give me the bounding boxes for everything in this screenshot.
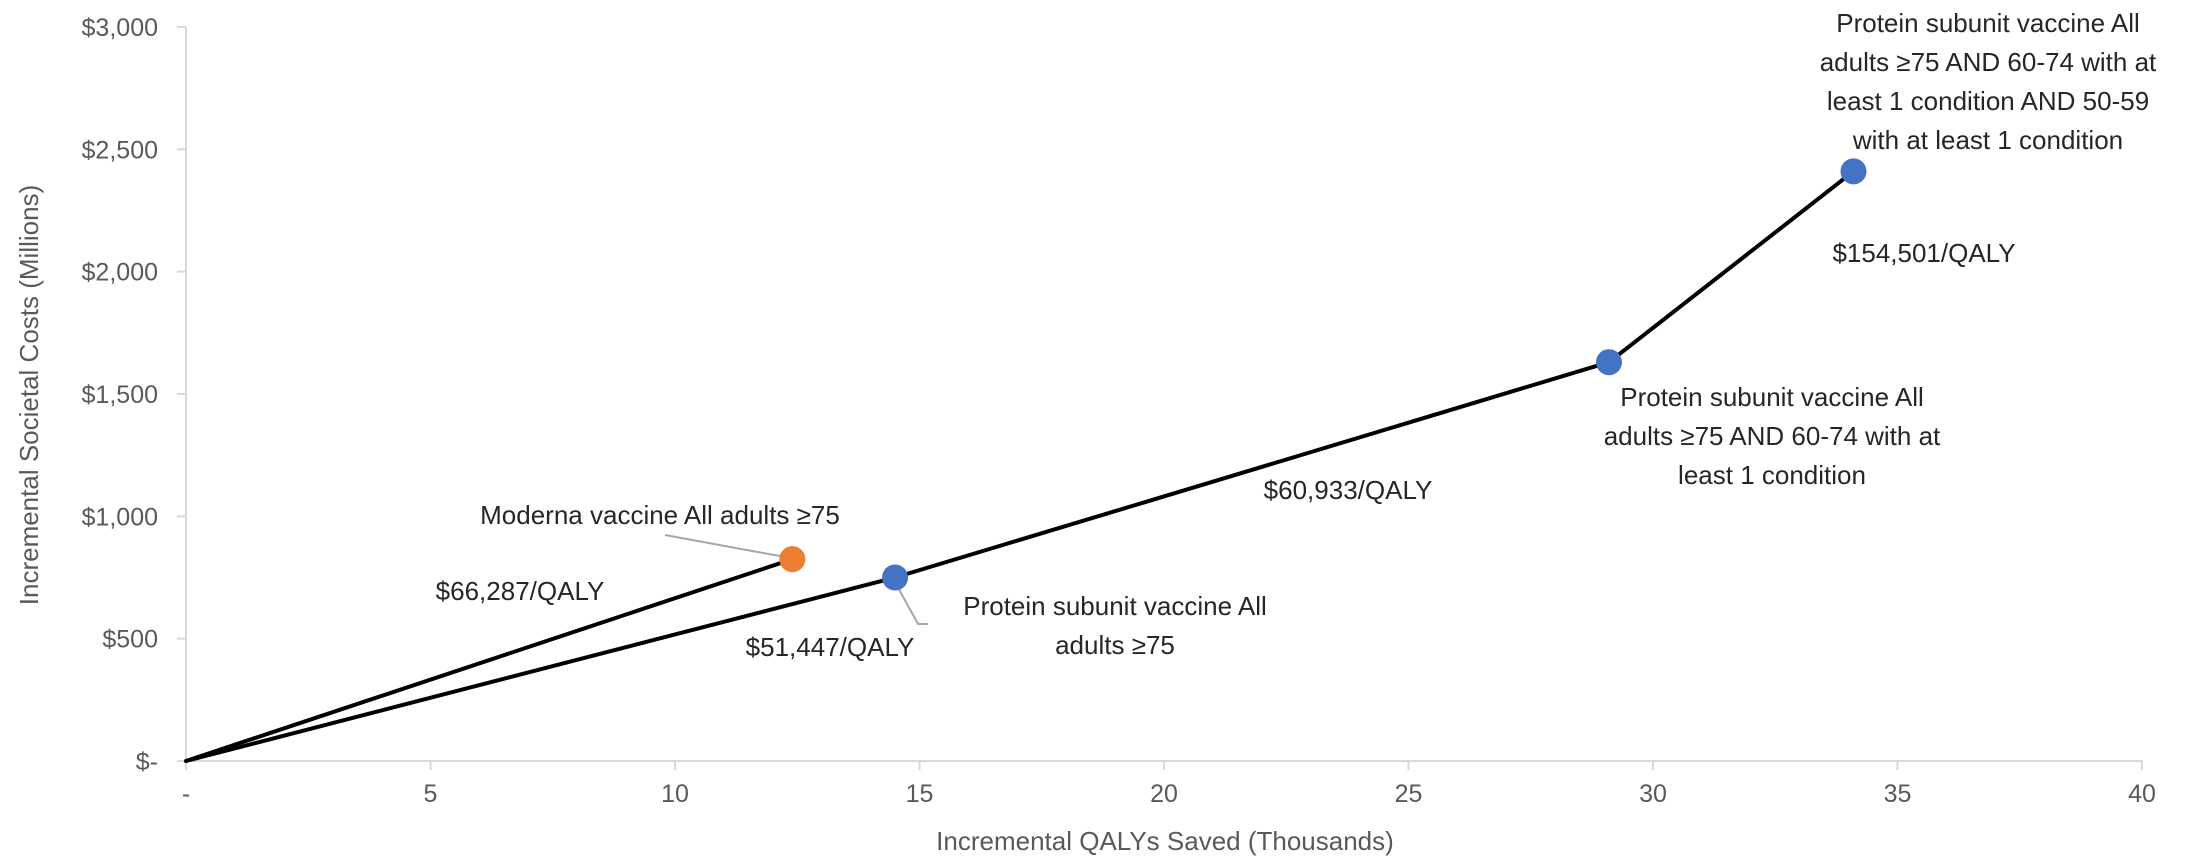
point-label: Protein subunit vaccine All adults ≥75 <box>963 591 1267 660</box>
point-label-line: least 1 condition AND 50-59 <box>1827 86 2149 116</box>
point-label: Protein subunit vaccine All adults ≥75 AN… <box>1604 382 1941 490</box>
axes <box>177 26 2143 770</box>
point-label-line: adults ≥75 <box>1055 630 1175 660</box>
x-tick-label: 15 <box>906 780 934 808</box>
annotations: $66,287/QALY $51,447/QALY $60,933/QALY $154… <box>436 8 2157 662</box>
y-tick-label: $500 <box>102 626 158 654</box>
y-tick-label: $- <box>136 748 158 776</box>
data-points <box>779 158 1867 591</box>
y-axis-title: Incremental Societal Costs (Millions) <box>14 185 44 605</box>
icer-label: $154,501/QALY <box>1832 238 2015 268</box>
point-label: Moderna vaccine All adults ≥75 <box>480 500 840 530</box>
point-label-line: with at least 1 condition <box>1852 125 2123 155</box>
icer-label: $66,287/QALY <box>436 576 605 606</box>
x-tick-label: - <box>182 780 190 808</box>
protein-subunit-point <box>1840 158 1867 185</box>
frontier-segment <box>1606 169 1856 365</box>
x-tick-label: 30 <box>1639 780 1667 808</box>
x-tick-label: 10 <box>661 780 689 808</box>
frontier-segment <box>184 575 898 763</box>
moderna-point <box>779 546 806 573</box>
moderna-leader-line <box>664 534 786 558</box>
frontier-lines <box>184 169 1856 763</box>
tick-labels: - 5 10 15 20 25 30 35 40 $- $500 $1,000 $1,500 $2,000… <box>82 14 2156 808</box>
icer-label: $51,447/QALY <box>746 632 915 662</box>
x-tick-label: 40 <box>2128 780 2156 808</box>
y-tick-label: $1,500 <box>82 381 158 409</box>
x-tick-label: 25 <box>1395 780 1423 808</box>
y-tick-label: $3,000 <box>82 14 158 42</box>
point-label-line: Protein subunit vaccine All <box>1620 382 1924 412</box>
point-label-line: adults ≥75 AND 60-74 with at <box>1820 47 2157 77</box>
x-tick-label: 35 <box>1884 780 1912 808</box>
protein-subunit-point <box>1595 349 1622 376</box>
point-label-line: Protein subunit vaccine All <box>1836 8 2140 38</box>
frontier-segment <box>184 557 795 763</box>
x-axis-title: Incremental QALYs Saved (Thousands) <box>936 826 1394 856</box>
x-tick-label: 20 <box>1150 780 1178 808</box>
point-label-line: adults ≥75 AND 60-74 with at <box>1604 421 1941 451</box>
frontier-segment <box>893 360 1611 580</box>
point-label: Protein subunit vaccine All adults ≥75 AN… <box>1820 8 2157 155</box>
y-tick-label: $1,000 <box>82 503 158 531</box>
y-tick-label: $2,000 <box>82 259 158 287</box>
icer-label: $60,933/QALY <box>1264 475 1433 505</box>
protein-leader-line <box>898 589 928 625</box>
point-label-line: Moderna vaccine All adults ≥75 <box>480 500 840 530</box>
x-tick-label: 5 <box>424 780 438 808</box>
y-tick-label: $2,500 <box>82 136 158 164</box>
point-label-line: least 1 condition <box>1678 460 1866 490</box>
point-label-line: Protein subunit vaccine All <box>963 591 1267 621</box>
protein-subunit-point <box>882 564 909 591</box>
